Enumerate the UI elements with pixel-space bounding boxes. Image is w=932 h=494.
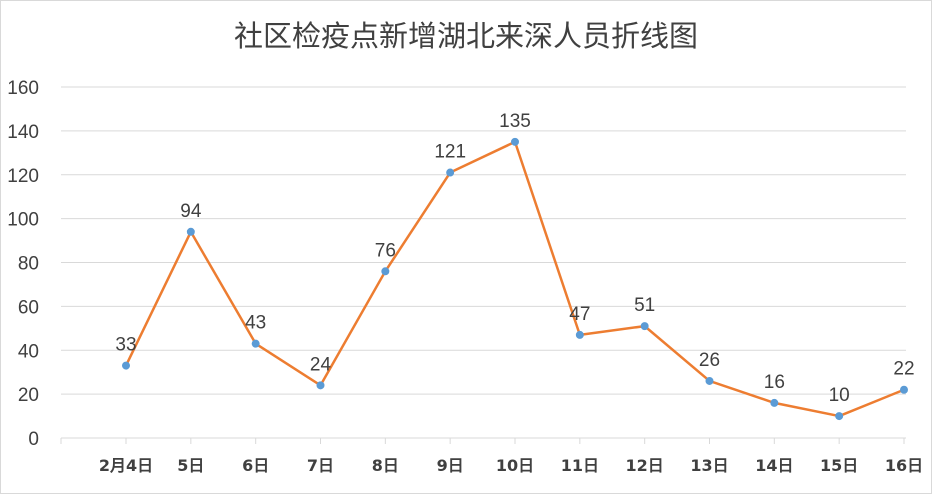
data-point (251, 339, 260, 348)
y-tick-label: 20 (18, 385, 39, 406)
data-point (186, 227, 195, 236)
y-tick-label: 120 (7, 166, 39, 187)
data-point (835, 412, 844, 421)
data-label: 33 (115, 335, 136, 356)
y-tick-label: 60 (18, 297, 39, 318)
x-tick-label: 11日 (561, 456, 599, 475)
data-point (316, 381, 325, 390)
data-label: 51 (634, 295, 655, 316)
data-label: 76 (375, 240, 396, 261)
x-tick-label: 7日 (307, 456, 334, 475)
x-tick-label: 2月4日 (99, 456, 153, 475)
data-label: 24 (310, 354, 332, 375)
data-label: 22 (893, 359, 914, 380)
x-tick-label: 13日 (690, 456, 728, 475)
data-point (575, 330, 584, 339)
x-tick-label: 15日 (820, 456, 858, 475)
data-point (640, 322, 649, 331)
data-point (900, 385, 908, 394)
data-label: 26 (699, 350, 720, 371)
x-tick-label: 5日 (177, 456, 204, 475)
data-label: 10 (829, 385, 850, 406)
x-tick-label: 14日 (755, 456, 793, 475)
x-tick-label: 12日 (626, 456, 664, 475)
y-tick-label: 0 (28, 429, 39, 450)
data-label: 94 (180, 201, 202, 222)
y-tick-label: 140 (7, 122, 39, 143)
y-tick-label: 80 (18, 254, 39, 275)
data-label: 47 (569, 304, 590, 325)
data-point (381, 267, 390, 276)
y-tick-label: 100 (7, 210, 39, 231)
x-tick-label: 16日 (885, 456, 923, 475)
x-tick-label: 9日 (437, 456, 464, 475)
chart-title: 社区检疫点新增湖北来深人员折线图 (233, 19, 698, 53)
data-point (705, 376, 714, 385)
data-point (770, 398, 779, 407)
data-label: 16 (764, 372, 785, 393)
data-label: 121 (434, 142, 466, 163)
data-label: 43 (245, 313, 266, 334)
x-tick-label: 6日 (242, 456, 269, 475)
x-tick-label: 8日 (372, 456, 399, 475)
y-tick-label: 160 (7, 78, 39, 99)
y-tick-label: 40 (18, 341, 39, 362)
data-point (446, 168, 455, 177)
x-tick-label: 10日 (496, 456, 534, 475)
series-line (124, 140, 905, 418)
data-point (511, 137, 519, 146)
data-point (122, 361, 130, 370)
data-label: 135 (499, 111, 531, 132)
